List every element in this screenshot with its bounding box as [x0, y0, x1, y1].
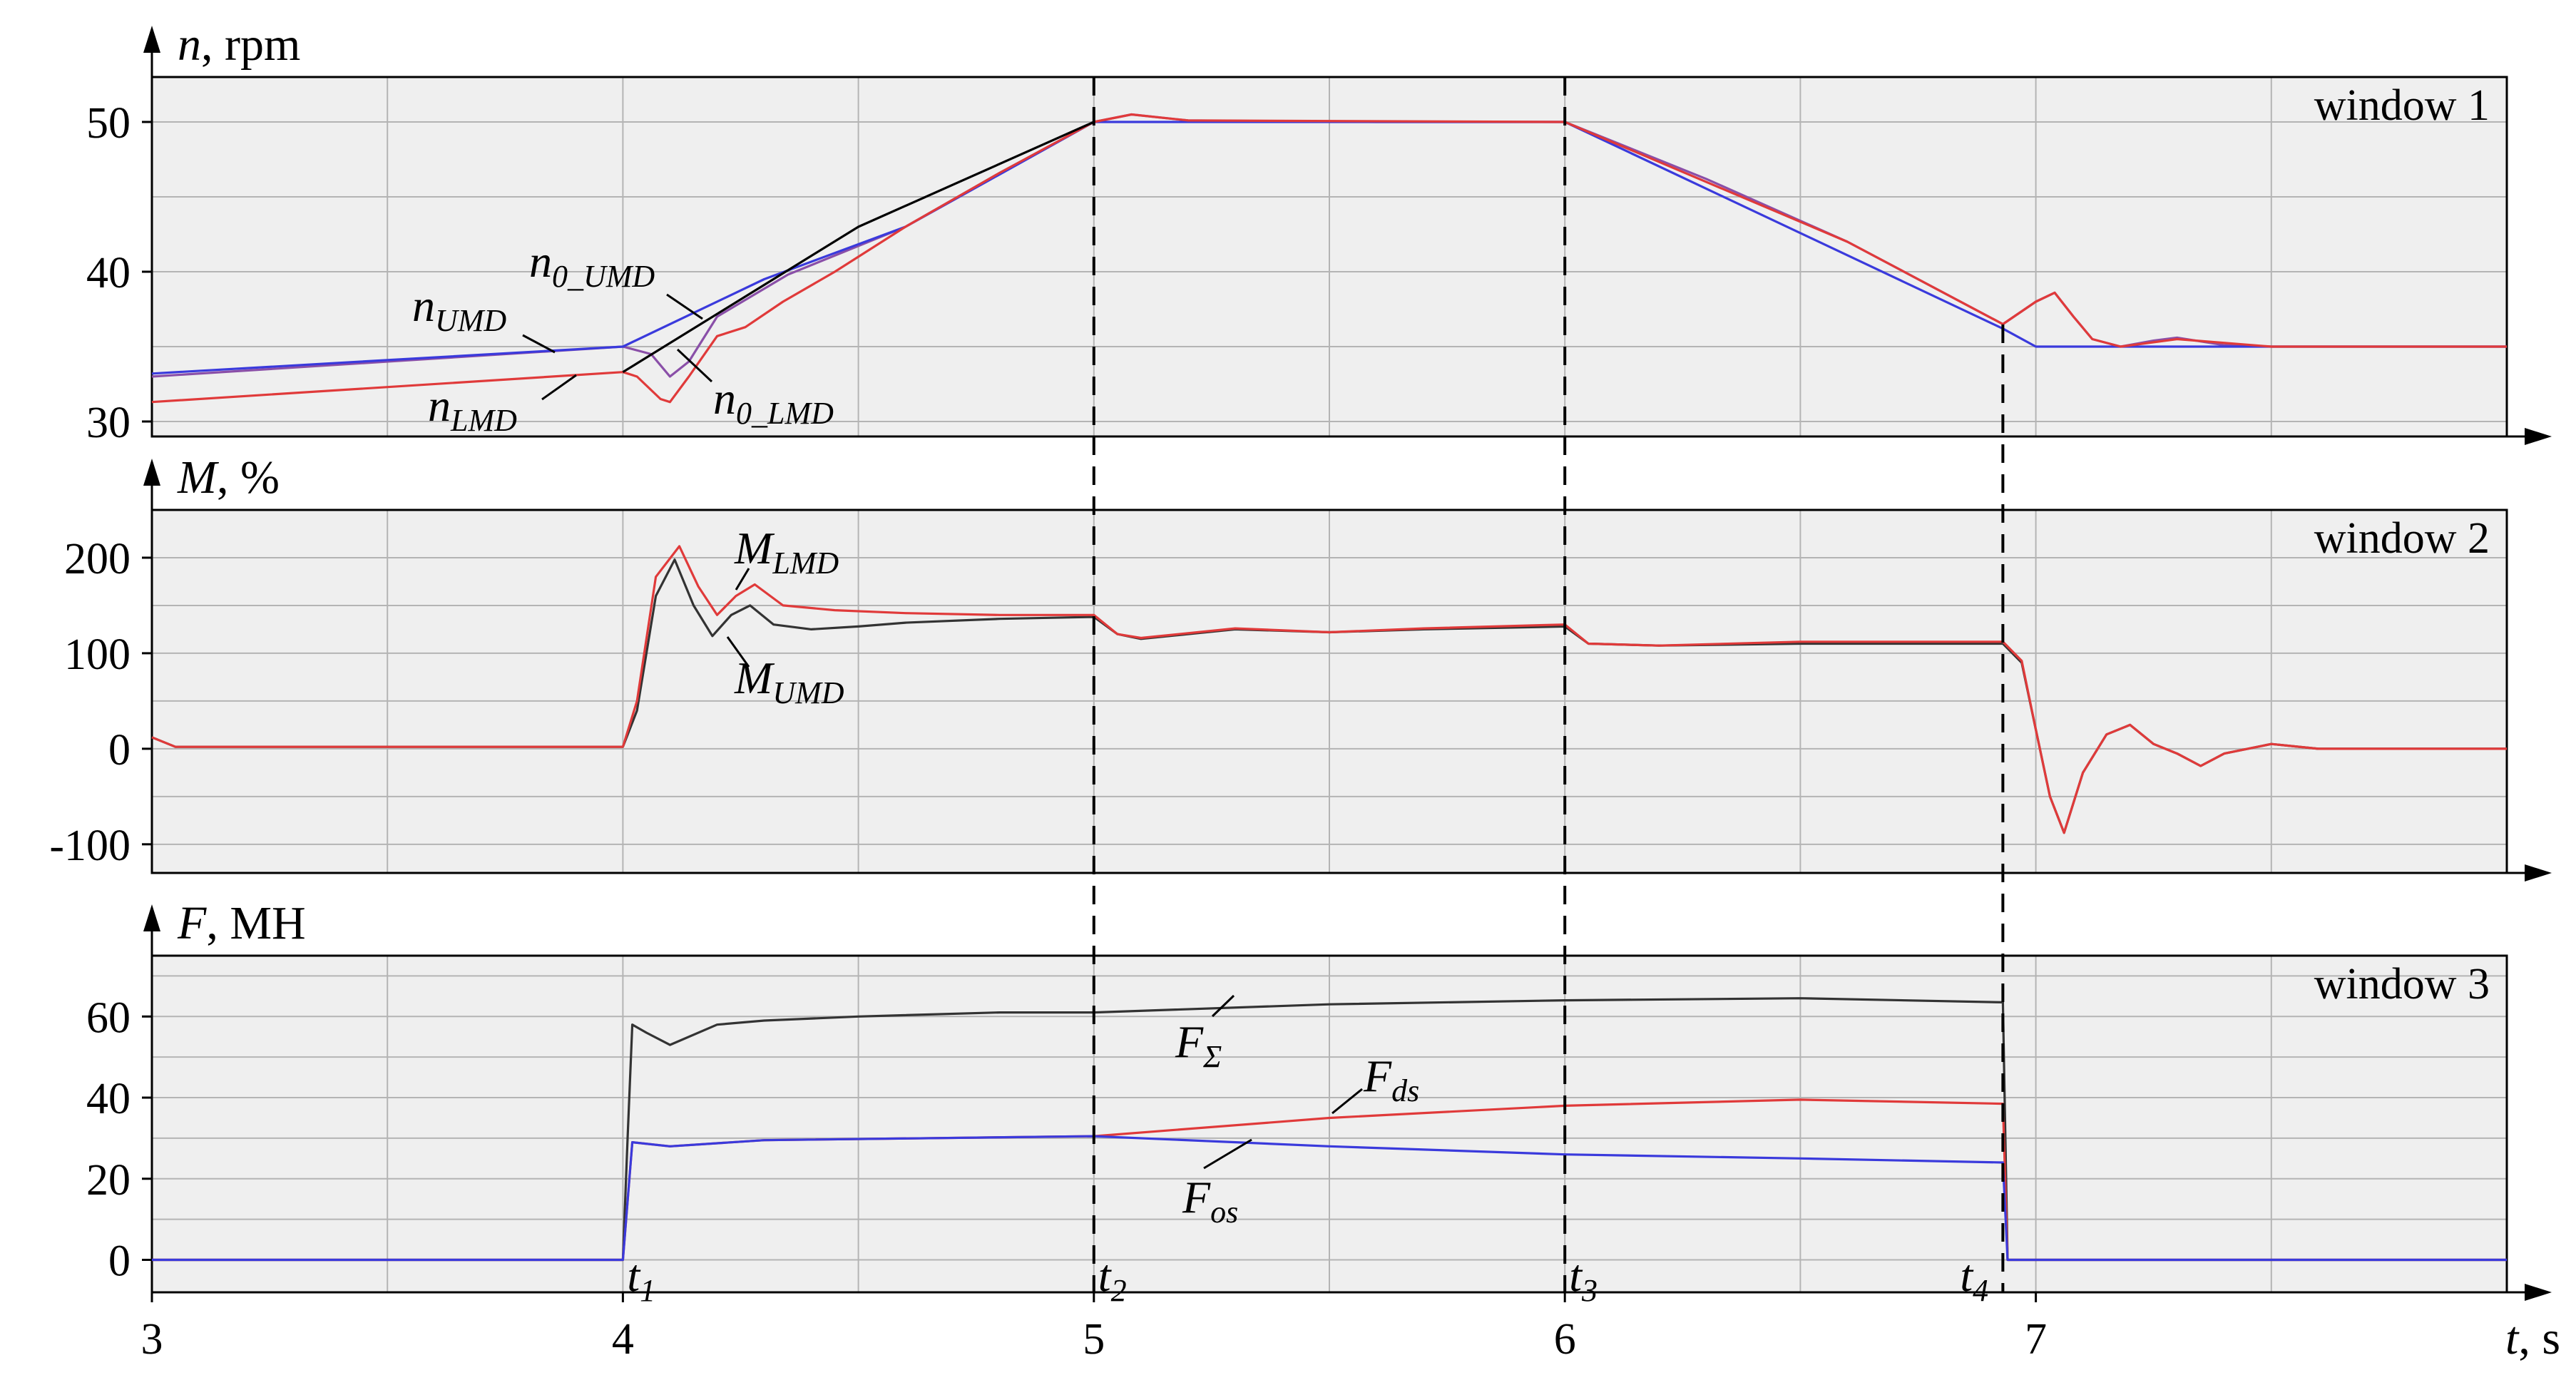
- annotation-leader: [1211, 994, 1235, 1018]
- y-tick-label: 0: [108, 726, 131, 775]
- x-tick-label: 6: [1554, 1315, 1576, 1364]
- y-axis-title: F, MH: [177, 897, 306, 949]
- x-axis-arrow: [2525, 1284, 2552, 1301]
- y-axis-arrow: [143, 26, 160, 53]
- annotation-leader: [735, 568, 750, 591]
- x-axis-title: t, s: [2505, 1312, 2560, 1364]
- panel-3: 0 20 40 60 F, MH window 3 FΣ Fds Fos: [86, 897, 2552, 1301]
- annotation-leader: [1332, 1088, 1363, 1115]
- series-line-n-0_LMD: [622, 121, 1095, 374]
- series-line-n-LMD: [151, 113, 2507, 404]
- window-label: window 2: [2314, 514, 2490, 563]
- annotation-M-LMD: MLMD: [734, 523, 839, 581]
- annotation-n-0_UMD: n0_UMD: [529, 236, 655, 294]
- time-marker-lines: [1092, 77, 2005, 1292]
- annotation-F-os: Fos: [1182, 1172, 1238, 1230]
- time-marker-label: t3: [1569, 1250, 1598, 1308]
- panels-layer: 30 40 50 n, rpm window 1 n0_UMD nUMD nLMD n0_LMD…: [49, 19, 2552, 1301]
- x-axis-arrow: [2525, 428, 2552, 445]
- y-tick-label: 60: [86, 993, 131, 1042]
- annotation-M-UMD: MUMD: [734, 653, 844, 710]
- annotation-n-0_LMD: n0_LMD: [713, 373, 834, 431]
- y-axis-arrow: [143, 904, 160, 931]
- x-tick-label: 4: [612, 1315, 634, 1364]
- window-label: window 1: [2314, 81, 2490, 130]
- y-axis-title: n, rpm: [178, 19, 300, 71]
- y-axis-title: M, %: [177, 451, 280, 504]
- annotation-n-UMD: nUMD: [412, 280, 506, 338]
- y-axis-arrow: [143, 459, 160, 486]
- time-marker-label: t2: [1098, 1250, 1127, 1308]
- time-marker-label: t1: [627, 1250, 655, 1308]
- y-tick-label: 20: [86, 1156, 131, 1205]
- annotation-F-Σ: FΣ: [1175, 1016, 1222, 1074]
- annotation-leader: [726, 636, 750, 668]
- y-tick-label: 50: [86, 99, 131, 148]
- annotation-n-LMD: nLMD: [428, 380, 517, 438]
- time-marker-label: t4: [1960, 1250, 1988, 1308]
- x-axis: 3 4 5 6 7 t1 t2 t3 t4 t, s: [141, 1250, 2561, 1364]
- x-axis-arrow: [2525, 864, 2552, 882]
- plot-frame: [150, 954, 2508, 1294]
- panel-1: 30 40 50 n, rpm window 1 n0_UMD nUMD nLMD n0_LMD: [86, 19, 2552, 447]
- y-tick-label: 0: [108, 1237, 131, 1286]
- x-tick-label: 5: [1083, 1315, 1105, 1364]
- annotation-leader: [1203, 1138, 1252, 1170]
- plot-frame: [150, 76, 2508, 438]
- panel-2: -100 0 100 200 M, % window 2 MLMD MUMD: [49, 451, 2552, 882]
- y-tick-label: 40: [86, 249, 131, 297]
- annotation-leader: [666, 293, 703, 320]
- annotation-leader: [676, 348, 713, 383]
- annotation-F-ds: Fds: [1363, 1051, 1419, 1108]
- x-tick-label: 3: [141, 1315, 163, 1364]
- y-tick-label: 200: [64, 535, 131, 583]
- y-tick-label: 100: [64, 630, 131, 679]
- window-label: window 3: [2314, 960, 2490, 1008]
- plot-frame: [150, 509, 2508, 874]
- annotation-leader: [522, 334, 556, 354]
- series-line-F-Σ: [152, 997, 2507, 1262]
- series-line-M-LMD: [151, 545, 2507, 834]
- x-tick-label: 7: [2025, 1315, 2047, 1364]
- y-tick-label: -100: [49, 822, 131, 870]
- y-tick-label: 30: [86, 399, 131, 447]
- y-tick-label: 40: [86, 1075, 131, 1123]
- annotation-leader: [541, 374, 577, 401]
